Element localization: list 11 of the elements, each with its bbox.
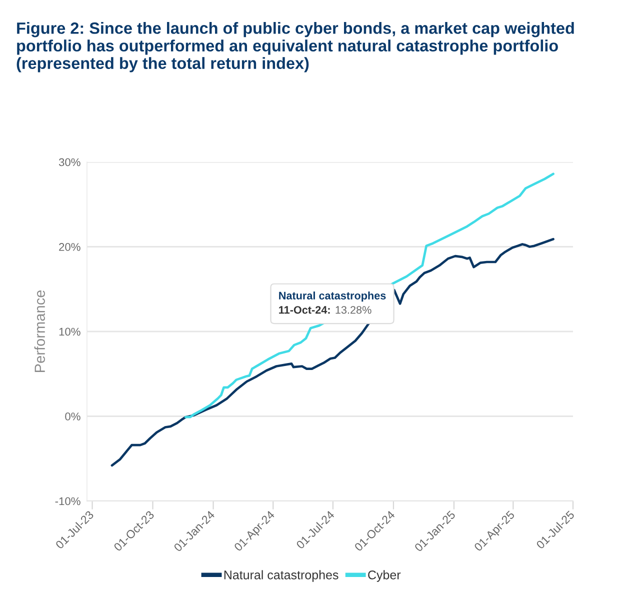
y-tick-label: 20% xyxy=(59,243,80,251)
chart-title: Figure 2: Since the launch of public cyber bonds, a market cap weighted portfolio has outperformed an equivalent natural catastrophe portfolio (represented by the total return index) xyxy=(16,22,574,72)
annotation: Natural catastrophes 11-Oct-24: 13.28% xyxy=(279,292,386,314)
legend-label: Cyber xyxy=(368,570,401,582)
y-tick-label: 0% xyxy=(65,412,80,420)
y-tick-label: 10% xyxy=(59,328,80,336)
y-axis-title: Performance xyxy=(34,290,45,372)
line-series xyxy=(110,238,554,467)
y-tick-label: -10% xyxy=(55,497,80,506)
y-tick-label: 30% xyxy=(58,158,80,166)
legend-label: Natural catastrophes xyxy=(224,570,338,582)
